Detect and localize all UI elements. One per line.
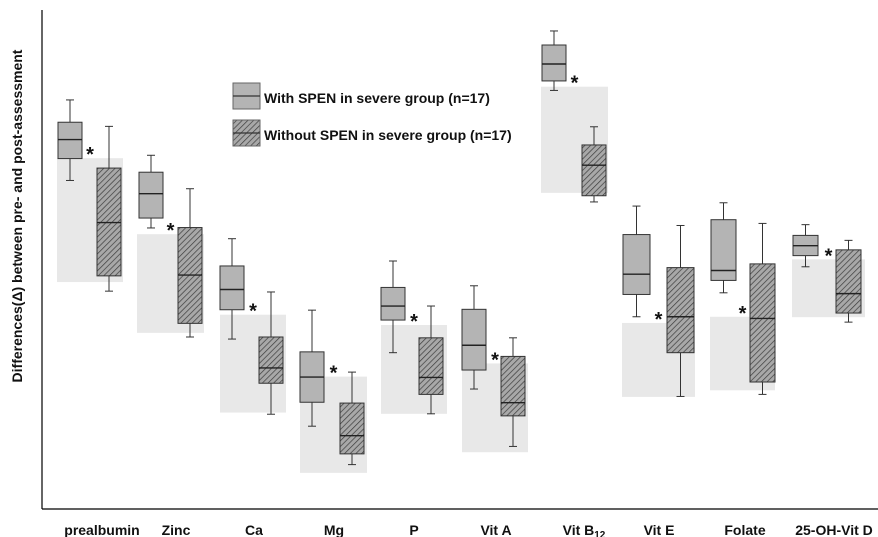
box-without-spen — [500, 337, 526, 447]
significance-star: * — [571, 73, 579, 95]
box-with-spen — [541, 30, 567, 91]
box-iqr — [581, 144, 607, 197]
box-with-spen — [219, 238, 245, 340]
significance-star: * — [655, 309, 663, 331]
significance-star: * — [249, 301, 257, 323]
box-iqr — [380, 286, 406, 321]
x-tick-label: P — [409, 522, 418, 537]
box-without-spen — [418, 305, 444, 415]
x-tick-label: Vit B12 — [563, 522, 606, 537]
x-tick-label: Vit E — [644, 522, 675, 537]
box-with-spen — [622, 205, 651, 318]
box-without-spen — [749, 222, 776, 395]
box-iqr — [258, 336, 284, 384]
significance-star: * — [86, 144, 94, 166]
box-without-spen — [258, 291, 284, 415]
box-without-spen — [666, 224, 695, 397]
x-tick-label: Zinc — [162, 522, 191, 537]
x-tick-label: Vit A — [480, 522, 511, 537]
x-tick-label: Ca — [245, 522, 263, 537]
significance-star: * — [739, 303, 747, 325]
box-without-spen — [339, 371, 365, 466]
legend-label-with-spen: With SPEN in severe group (n=17) — [264, 90, 490, 106]
significance-star: * — [491, 349, 499, 371]
box-iqr — [219, 265, 245, 311]
box-iqr — [138, 171, 164, 219]
box-iqr — [339, 402, 365, 455]
box-iqr — [500, 355, 526, 417]
box-iqr — [749, 263, 776, 383]
box-with-spen — [138, 154, 164, 229]
box-iqr — [418, 337, 444, 395]
box-iqr — [835, 249, 862, 314]
box-without-spen — [177, 188, 203, 338]
box-iqr — [622, 234, 651, 295]
box-iqr — [710, 219, 737, 281]
box-iqr — [461, 308, 487, 371]
significance-stars: * * * * * * * * * * — [86, 73, 833, 385]
box-iqr — [57, 121, 83, 160]
box-without-spen — [835, 239, 862, 323]
x-tick-labels: prealbumin Zinc Ca Mg P Vit A Vit B12 Vit E Fola… — [64, 522, 873, 537]
legend: With SPEN in severe group (n=17) Without… — [232, 82, 512, 147]
box-with-spen — [299, 309, 325, 427]
box-iqr — [541, 44, 567, 82]
legend-label-without-spen: Without SPEN in severe group (n=17) — [264, 127, 512, 143]
box-without-spen — [581, 126, 607, 203]
x-tick-label: 25-OH-Vit D — [795, 522, 873, 537]
boxes-group — [57, 30, 862, 466]
significance-star: * — [167, 220, 175, 242]
box-with-spen — [792, 224, 819, 268]
box-with-spen — [57, 99, 83, 181]
box-with-spen — [380, 260, 406, 354]
box-with-spen — [710, 202, 737, 294]
x-tick-label: Folate — [724, 522, 765, 537]
significance-star: * — [410, 311, 418, 333]
x-tick-label: Mg — [324, 522, 344, 537]
x-tick-label: prealbumin — [64, 522, 139, 537]
box-without-spen — [96, 125, 122, 292]
box-iqr — [666, 267, 695, 354]
significance-star: * — [330, 363, 338, 385]
y-axis-label: Differences(Δ) between pre- and post-ass… — [9, 49, 25, 382]
significance-star: * — [825, 245, 833, 267]
box-with-spen — [461, 285, 487, 390]
